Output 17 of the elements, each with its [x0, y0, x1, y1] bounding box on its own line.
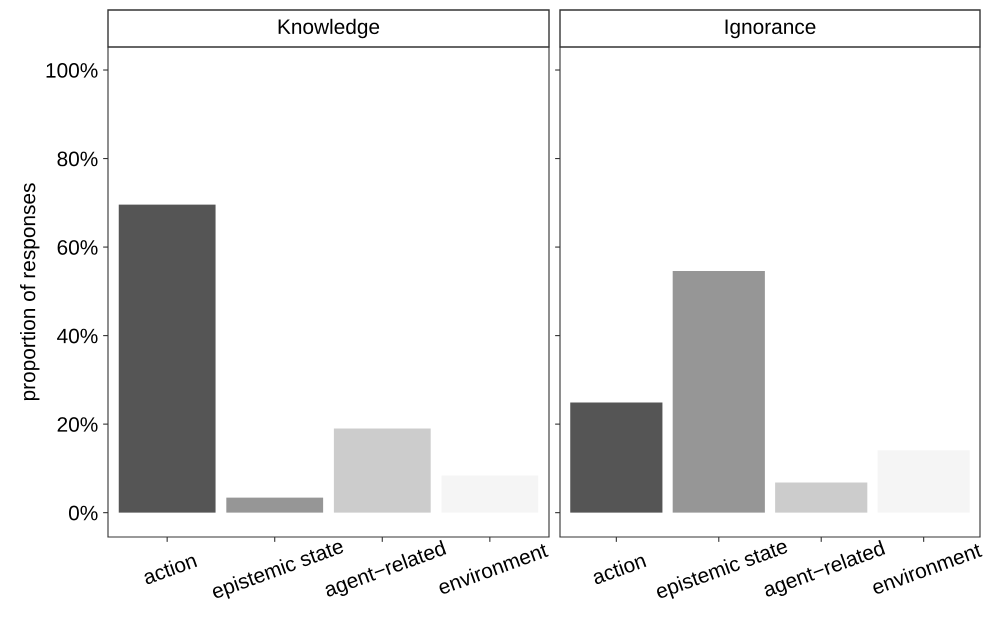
bar [334, 428, 431, 513]
bar [118, 204, 216, 513]
y-tick-label: 100% [46, 63, 98, 78]
y-tick-label: 0% [68, 506, 98, 520]
chart-title: Ignorance [726, 20, 816, 38]
bar [570, 402, 662, 513]
y-tick-label: 20% [58, 417, 98, 432]
chart-title: Knowledge [278, 18, 380, 38]
y-tick-label: 60% [58, 240, 98, 255]
bar [672, 270, 765, 513]
y-tick-label: 80% [57, 152, 98, 166]
bar [226, 498, 324, 513]
x-tick-label: action [591, 552, 646, 585]
y-axis-title: proportion of responses [20, 183, 40, 400]
bar [775, 482, 868, 513]
x-tick-label: action [142, 552, 198, 585]
y-tick-label: 40% [57, 328, 98, 344]
